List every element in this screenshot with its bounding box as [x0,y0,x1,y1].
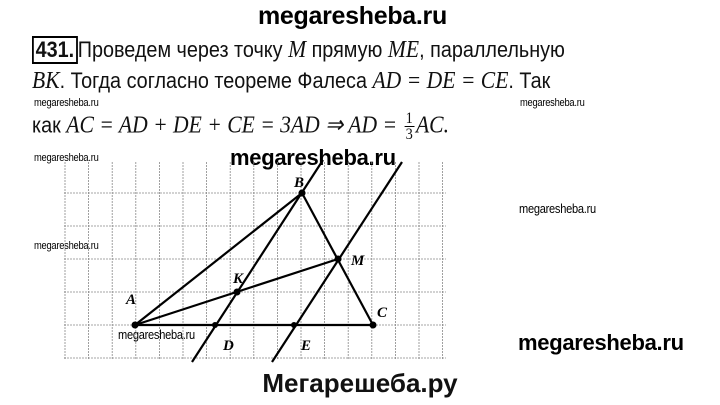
math: M [288,37,307,63]
footer-title: Мегарешеба.ру [262,368,458,398]
watermark: megaresheba.ru [520,97,585,109]
label-A: A [125,292,136,308]
text: . Так [508,68,551,93]
watermark: megaresheba.ru [519,201,596,216]
math: AD = DE = CE [372,68,509,94]
watermark: megaresheba.ru [518,330,684,355]
watermark-top: megaresheba.ru [258,2,447,30]
point-M [334,255,342,263]
point-K [233,288,241,296]
text: как [32,112,67,138]
math: AC = AD + DE + CE = 3AD ⇒ AD = [66,112,403,139]
grid [64,162,446,360]
fraction-numerator: 1 [405,110,413,127]
point-C [369,321,377,329]
label-D: D [222,338,234,354]
math: AC. [415,112,449,139]
fraction-denominator: 3 [405,126,413,143]
label-K: K [232,271,244,287]
segment-AB [134,192,303,326]
point-A [131,321,139,329]
text: , параллельную [419,37,565,62]
text: прямую [306,37,388,62]
point-E [291,322,297,328]
watermark: megaresheba.ru [34,152,99,164]
label-B: B [293,175,304,191]
text: . Тогда согласно теореме Фалеса [59,68,373,93]
fraction-bar [404,126,415,127]
text-line-3: как AC = AD + DE + CE = 3AD ⇒ AD = 1 3 AC. [32,110,449,143]
text: Проведем через точку [77,37,289,62]
point-D [212,322,218,328]
watermark: megaresheba.ru [230,145,396,170]
point-B [298,189,306,197]
problem-number: 431. [32,36,78,64]
math: BK [32,68,60,94]
watermark: megaresheba.ru [34,97,99,109]
watermark: megaresheba.ru [118,327,195,342]
watermark: megaresheba.ru [34,240,99,252]
text-line-2: BK. Тогда согласно теореме Фалеса AD = D… [32,67,550,95]
label-M: M [350,253,365,269]
label-C: C [377,305,388,321]
label-E: E [300,338,311,354]
math: ME [387,37,420,63]
text-line-1: 431. Проведем через точку M прямую ME, па… [32,36,565,64]
